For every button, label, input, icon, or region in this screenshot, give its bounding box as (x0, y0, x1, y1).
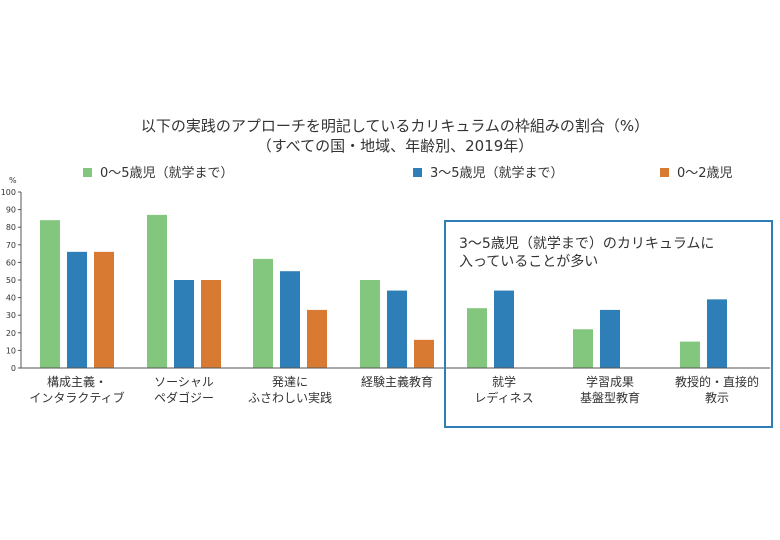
category-label: 就学 (492, 374, 516, 389)
y-tick-label: 90 (6, 206, 16, 215)
category-label: 学習成果 (586, 374, 634, 389)
y-tick-label: 70 (6, 241, 16, 250)
bar (467, 308, 487, 368)
bar (707, 299, 727, 368)
bar (600, 309, 620, 368)
bar (360, 280, 380, 368)
bar (280, 271, 300, 368)
legend-swatch (413, 168, 422, 177)
legend-label: 0～5歳児（就学まで） (100, 165, 234, 181)
y-tick-label: 0 (11, 364, 16, 373)
bar (174, 280, 194, 368)
bar (494, 290, 514, 368)
category-label: インタラクティブ (29, 390, 124, 405)
y-tick-label: 20 (6, 329, 16, 338)
chart-subtitle: （すべての国・地域、年齢別、2019年） (257, 137, 534, 155)
legend-swatch (83, 168, 92, 177)
y-tick-label: 50 (6, 276, 16, 285)
bar (253, 258, 273, 368)
bar (387, 290, 407, 368)
chart-title: 以下の実践のアプローチを明記しているカリキュラムの枠組みの割合（%） (141, 117, 649, 135)
category-label: ペダゴジー (154, 390, 214, 405)
legend-label: 0～2歳児 (677, 166, 733, 181)
y-tick-label: 30 (6, 311, 16, 320)
bar (67, 251, 87, 368)
bar (94, 251, 114, 368)
y-tick-label: 80 (6, 223, 16, 232)
category-label: ふさわしい実践 (248, 390, 332, 405)
bar (573, 329, 593, 368)
annotation-text: 3～5歳児（就学まで）のカリキュラムに (459, 236, 714, 252)
category-label: 発達に (272, 375, 308, 389)
legend-swatch (660, 168, 669, 177)
y-axis-unit: % (9, 176, 17, 185)
y-tick-label: 40 (6, 294, 16, 303)
bar (40, 220, 60, 368)
bar (201, 280, 221, 368)
bars (40, 214, 727, 368)
y-tick-label: 100 (1, 188, 16, 197)
annotation-text: 入っていることが多い (459, 253, 598, 270)
category-label: レディネス (474, 390, 533, 405)
y-tick-label: 10 (6, 346, 16, 355)
legend: 0～5歳児（就学まで） 3～5歳児（就学まで） 0～2歳児 (83, 165, 733, 181)
category-label: 構成主義・ (47, 374, 107, 389)
bar (680, 341, 700, 368)
highlight-box (444, 220, 773, 428)
bar (307, 309, 327, 368)
category-label: 経験主義教育 (361, 374, 433, 389)
bar (414, 339, 434, 368)
y-axis-ticks: 0 10 20 30 40 50 60 70 80 90 100 (1, 188, 21, 373)
category-label: 基盤型教育 (580, 390, 640, 405)
category-label: 教示 (705, 390, 729, 405)
category-label: 教授的・直接的 (675, 374, 759, 389)
legend-label: 3～5歳児（就学まで） (430, 165, 564, 181)
bar (147, 214, 167, 368)
category-label: ソーシャル (154, 375, 214, 389)
y-tick-label: 60 (6, 258, 16, 267)
